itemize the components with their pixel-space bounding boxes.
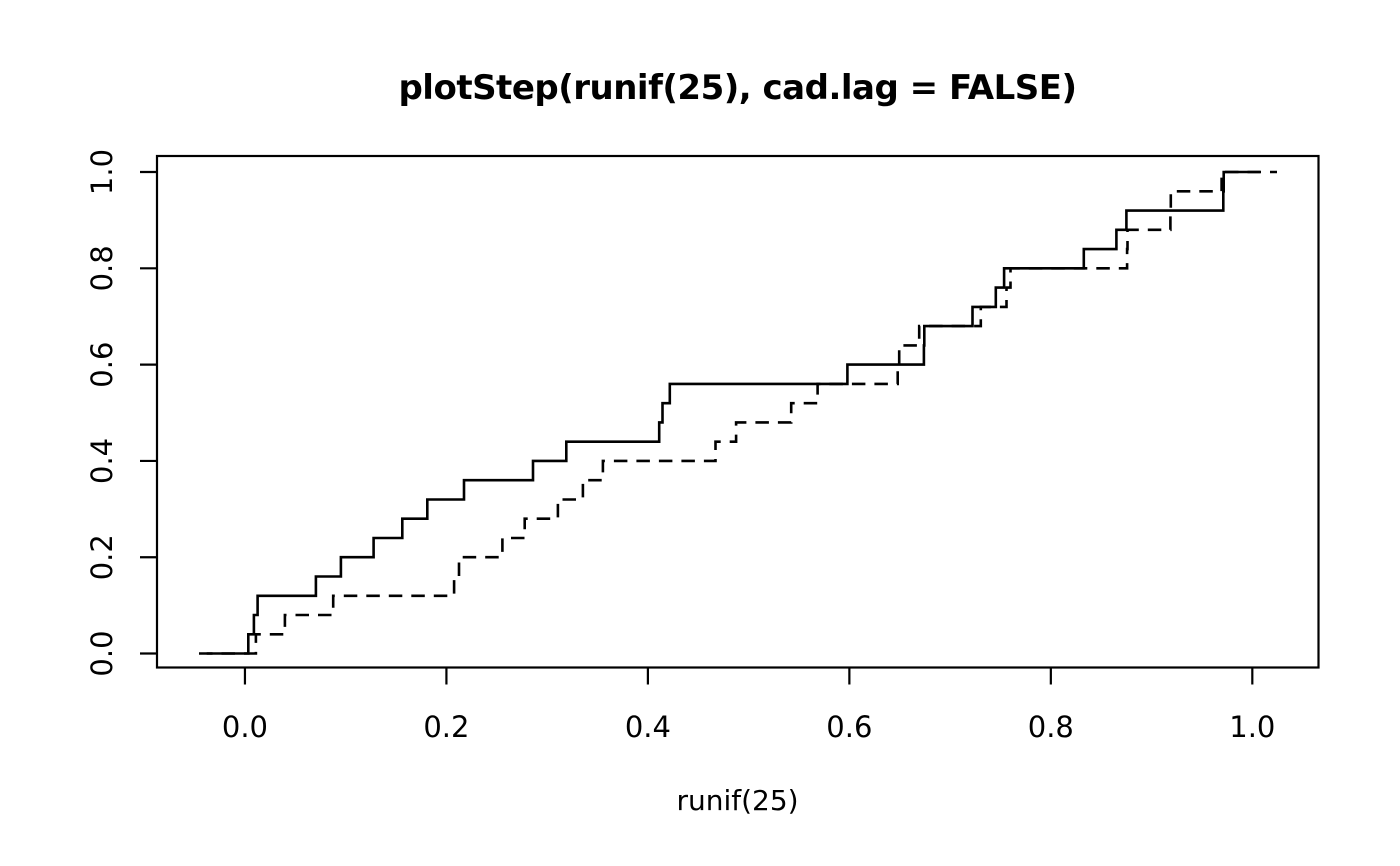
x-axis-label: runif(25) [676,784,799,817]
x-tick-label: 0.0 [222,710,268,744]
y-tick-label: 0.0 [85,630,119,676]
series-layer [199,170,1277,655]
y-tick-label: 0.4 [85,438,119,484]
y-tick-label: 0.2 [85,534,119,580]
x-tick-label: 0.8 [1028,710,1074,744]
axis-ticks: 0.0 0.2 0.4 0.6 0.8 1.0 0.0 0.2 0.4 0.6 0.8 1.0 [85,149,1275,744]
y-tick-label: 0.6 [85,342,119,388]
x-tick-label: 1.0 [1229,710,1275,744]
series-dashed-line [199,170,1277,655]
x-tick-label: 0.6 [826,710,872,744]
y-tick-label: 0.8 [85,245,119,291]
y-tick-label: 1.0 [85,149,119,195]
plot-frame [155,154,1320,669]
x-tick-label: 0.4 [625,710,671,744]
chart-title: plotStep(runif(25), cad.lag = FALSE) [398,68,1077,108]
x-tick-label: 0.2 [423,710,469,744]
series-solid-line [206,170,1261,655]
